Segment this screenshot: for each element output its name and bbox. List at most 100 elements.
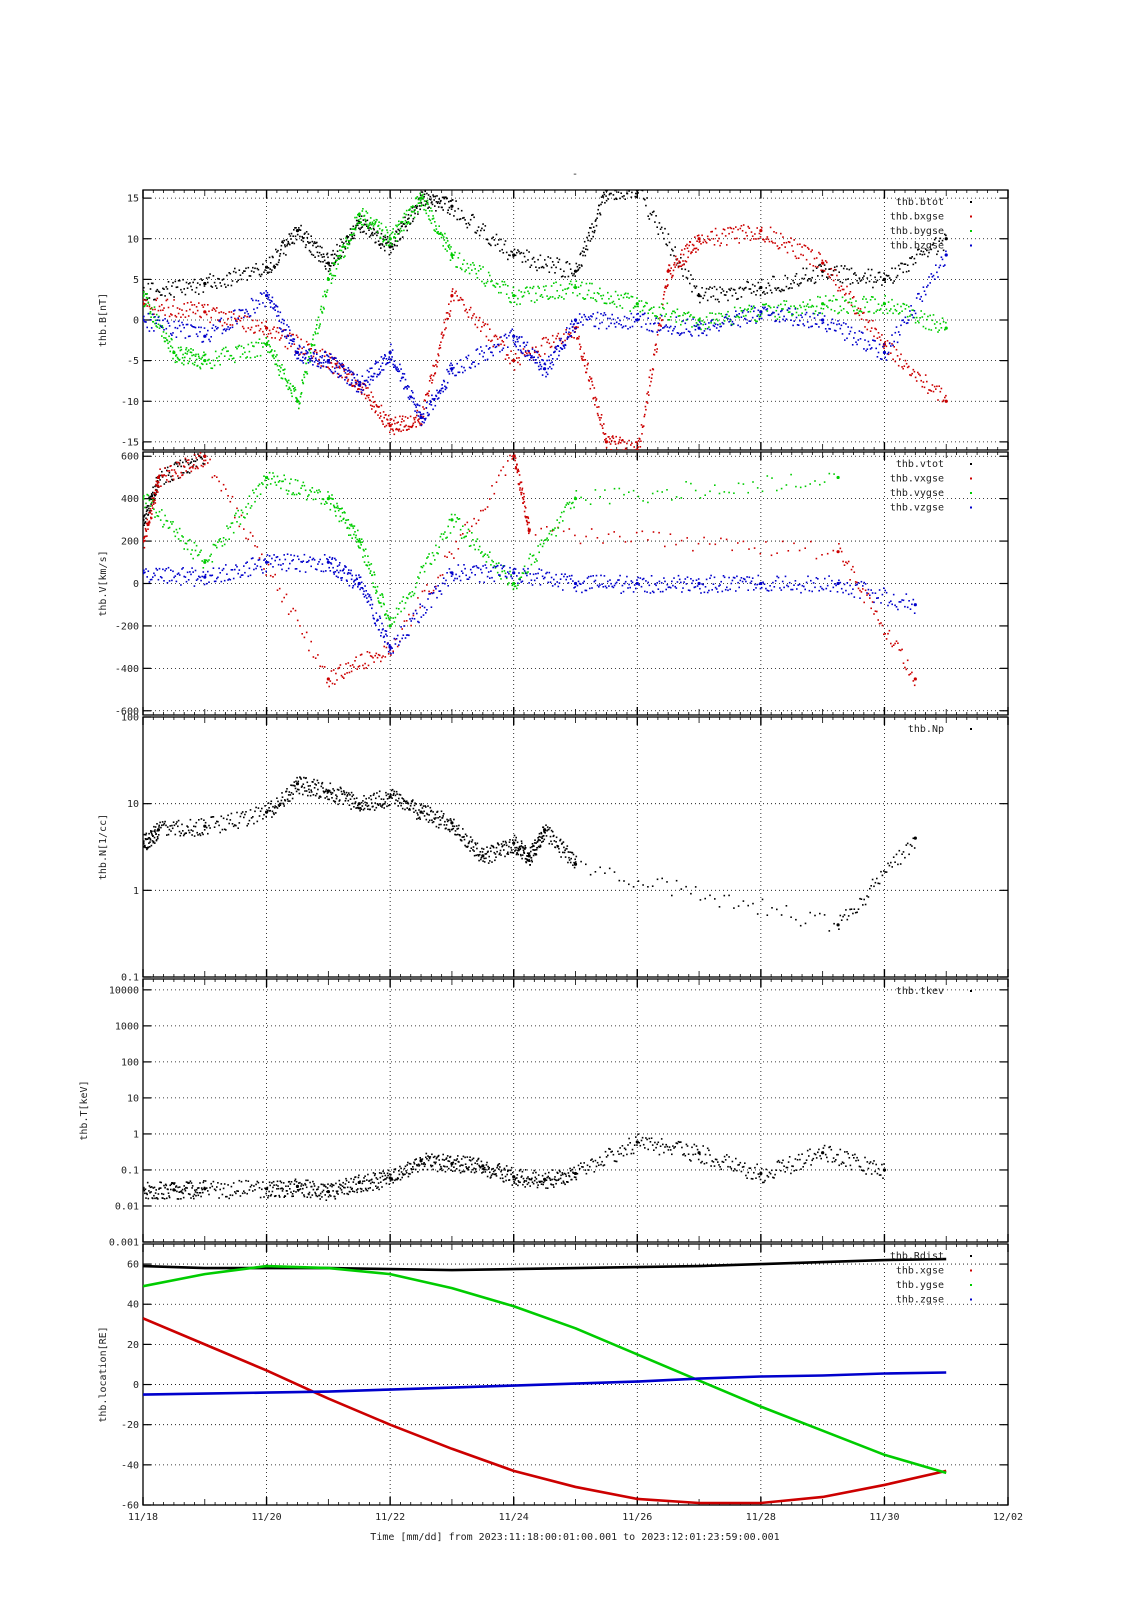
data-point <box>289 339 292 341</box>
data-point <box>451 290 453 293</box>
data-point <box>662 232 664 234</box>
data-point <box>378 227 381 230</box>
data-point <box>161 304 163 306</box>
data-point <box>527 290 529 293</box>
data-point <box>717 323 719 326</box>
data-point <box>487 242 490 245</box>
data-point <box>567 275 570 278</box>
data-point <box>878 309 881 311</box>
data-point <box>311 487 314 489</box>
data-point <box>317 255 320 257</box>
data-point <box>540 266 543 269</box>
data-point <box>340 257 342 260</box>
data-point <box>538 267 540 269</box>
data-point <box>726 244 728 246</box>
data-point <box>717 319 719 322</box>
data-point <box>198 454 200 457</box>
data-point <box>146 305 148 307</box>
data-point <box>231 522 234 524</box>
data-point <box>304 246 307 249</box>
data-point <box>482 223 484 225</box>
data-point <box>685 276 688 279</box>
data-point <box>712 295 715 297</box>
data-point <box>855 274 857 276</box>
data-point <box>272 266 275 268</box>
data-point <box>660 325 662 327</box>
data-point <box>860 279 863 281</box>
data-point <box>161 475 164 478</box>
data-point <box>349 234 352 236</box>
data-point <box>839 327 842 330</box>
data-point <box>271 349 273 351</box>
data-point <box>340 249 343 252</box>
data-point <box>669 316 672 318</box>
data-point <box>476 326 479 329</box>
data-point <box>287 240 289 243</box>
data-point <box>368 394 370 396</box>
data-point <box>430 374 433 376</box>
data-point <box>195 306 198 308</box>
data-point <box>150 501 153 504</box>
data-point <box>336 259 338 261</box>
data-point <box>675 543 677 546</box>
data-point <box>223 321 226 324</box>
data-point <box>177 312 180 315</box>
data-point <box>505 354 508 356</box>
data-point <box>900 324 902 327</box>
data-point <box>483 229 485 232</box>
data-point <box>294 227 296 229</box>
data-point <box>471 525 473 528</box>
data-point <box>657 317 660 320</box>
data-point <box>218 355 220 358</box>
data-point <box>337 263 339 265</box>
data-point <box>913 677 917 681</box>
data-point <box>897 313 900 315</box>
data-point <box>171 523 173 525</box>
data-point <box>593 387 596 389</box>
data-point <box>518 250 520 253</box>
series-thb.bzgse <box>143 250 948 427</box>
data-point <box>200 278 202 280</box>
data-point <box>319 350 321 352</box>
data-point <box>625 449 628 450</box>
data-point <box>681 320 683 323</box>
data-point <box>364 380 366 382</box>
data-point <box>582 247 585 249</box>
data-point <box>147 301 150 304</box>
data-point <box>894 267 897 270</box>
data-point <box>819 296 821 299</box>
data-point <box>365 387 367 389</box>
data-point <box>583 251 585 253</box>
data-point <box>271 478 273 480</box>
data-point <box>623 454 625 456</box>
data-point <box>228 328 230 331</box>
data-point <box>449 315 451 317</box>
data-point <box>170 313 172 315</box>
data-point <box>384 656 387 658</box>
data-point <box>760 278 763 281</box>
data-point <box>478 353 481 355</box>
data-point <box>209 340 211 343</box>
data-point <box>569 335 571 338</box>
data-point <box>423 193 426 196</box>
data-point <box>648 309 651 311</box>
data-point <box>331 277 334 280</box>
data-point <box>928 328 930 331</box>
data-point <box>368 236 371 238</box>
data-point <box>589 240 592 242</box>
data-point <box>906 315 909 318</box>
data-point <box>612 194 615 196</box>
data-point <box>853 273 855 275</box>
data-point <box>309 241 311 244</box>
data-point <box>227 527 229 530</box>
data-point <box>828 275 830 278</box>
data-point <box>513 369 516 371</box>
data-point <box>334 253 336 255</box>
data-point <box>375 231 378 234</box>
data-point <box>601 427 604 429</box>
data-point <box>238 344 241 347</box>
data-point <box>280 366 282 369</box>
data-point <box>511 292 514 294</box>
data-point <box>434 398 436 400</box>
data-point <box>793 239 795 241</box>
